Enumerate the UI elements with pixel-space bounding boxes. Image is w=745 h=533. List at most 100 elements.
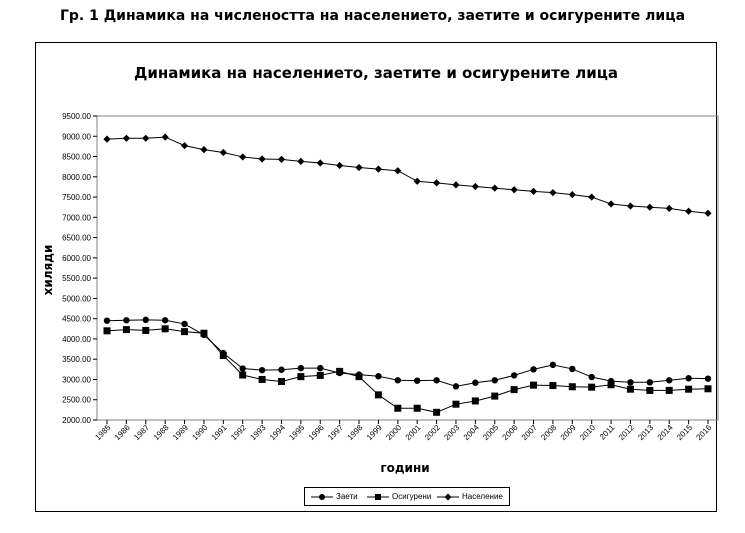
series-1 — [103, 316, 712, 390]
data-point — [665, 204, 673, 213]
data-point — [472, 379, 479, 386]
series-line — [106, 328, 709, 413]
legend-circle-marker-icon — [311, 493, 333, 500]
legend-square-marker-icon — [367, 493, 389, 500]
y-tick-label: 6500.00 — [62, 234, 91, 243]
data-point — [394, 404, 402, 412]
series-3 — [103, 133, 712, 217]
data-point — [413, 377, 421, 384]
data-point — [258, 366, 266, 374]
data-point — [491, 184, 499, 192]
legend-diamond-marker-icon — [437, 493, 459, 500]
data-point — [491, 392, 499, 400]
data-point — [452, 181, 460, 189]
data-point — [530, 366, 537, 373]
x-tick-label: 2008 — [539, 423, 558, 442]
y-tick-label: 5000.00 — [62, 294, 91, 303]
y-axis-title: хиляди — [41, 245, 55, 296]
data-point — [103, 135, 111, 143]
data-point — [704, 375, 712, 382]
x-tick-label: 2001 — [404, 423, 423, 442]
legend: Заети Осигурени Население — [304, 487, 510, 506]
data-point — [568, 191, 576, 199]
data-point — [181, 320, 188, 328]
data-point — [258, 155, 266, 163]
series-line — [106, 319, 709, 387]
data-point — [471, 182, 479, 191]
y-tick-label: 3500.00 — [62, 355, 91, 364]
x-tick-label: 1995 — [287, 423, 306, 442]
data-point — [491, 377, 498, 384]
data-point — [394, 167, 402, 175]
data-point — [588, 193, 596, 201]
y-tick-label: 5500.00 — [62, 274, 91, 283]
data-point — [588, 373, 595, 381]
data-point — [510, 186, 518, 194]
data-point — [530, 381, 538, 389]
x-tick-label: 1996 — [307, 423, 326, 442]
x-tick-label: 2005 — [481, 423, 500, 442]
x-axis-title: години — [380, 461, 429, 475]
y-tick-label: 7000.00 — [62, 213, 91, 222]
series-2 — [103, 325, 712, 416]
data-point — [704, 385, 712, 393]
data-point — [278, 366, 285, 373]
x-tick-label: 2014 — [656, 423, 675, 442]
x-tick-label: 1986 — [113, 423, 132, 442]
data-point — [200, 329, 208, 337]
data-point — [685, 375, 692, 382]
x-tick-label: 1985 — [93, 423, 112, 442]
data-point — [704, 209, 712, 217]
x-tick-label: 2012 — [617, 423, 636, 442]
data-point — [471, 397, 479, 405]
data-point — [219, 352, 227, 360]
x-tick-label: 1990 — [190, 423, 209, 442]
legend-item-insured: Осигурени — [367, 488, 431, 505]
data-point — [239, 371, 247, 379]
data-point — [277, 155, 286, 163]
x-tick-label: 2003 — [442, 423, 461, 442]
y-tick-label: 4000.00 — [62, 335, 91, 344]
data-point — [316, 371, 324, 379]
x-tick-label: 2006 — [501, 423, 520, 442]
x-tick-label: 1989 — [171, 423, 190, 442]
x-tick-label: 1997 — [326, 423, 345, 442]
data-point — [413, 177, 421, 185]
data-point — [510, 372, 518, 379]
y-tick-label: 8000.00 — [62, 173, 91, 182]
data-point — [452, 400, 460, 408]
y-tick-label: 7500.00 — [62, 193, 91, 202]
x-tick-label: 1988 — [152, 423, 171, 442]
data-point — [297, 157, 305, 165]
x-tick-label: 2015 — [675, 423, 694, 442]
legend-item-employed: Заети — [311, 488, 358, 505]
data-point — [549, 361, 557, 369]
plot-area — [96, 115, 719, 421]
data-point — [355, 373, 363, 381]
data-point — [239, 365, 246, 372]
data-point — [142, 316, 149, 324]
y-tick-label: 9000.00 — [62, 132, 91, 141]
data-point — [317, 364, 324, 372]
data-point — [626, 202, 635, 210]
x-tick-label: 1987 — [132, 423, 151, 442]
data-point — [122, 134, 130, 142]
x-tick-label: 1991 — [210, 423, 229, 442]
data-point — [607, 381, 615, 389]
data-point — [316, 159, 324, 167]
legend-label-insured: Осигурени — [392, 492, 432, 501]
data-point — [161, 133, 169, 141]
data-point — [549, 382, 557, 390]
y-tick-label: 4500.00 — [62, 315, 91, 324]
data-point — [297, 373, 305, 381]
data-point — [627, 379, 634, 386]
data-point — [336, 367, 344, 375]
data-point — [161, 325, 169, 333]
x-tick-label: 2016 — [694, 423, 713, 442]
x-axis-ticks: 1985 1986 1987 1988 1989 1990 1991 1992 1993 1994… — [93, 420, 714, 442]
data-point — [103, 317, 111, 324]
data-point — [646, 379, 654, 386]
data-point — [336, 161, 344, 170]
data-point — [200, 146, 208, 154]
